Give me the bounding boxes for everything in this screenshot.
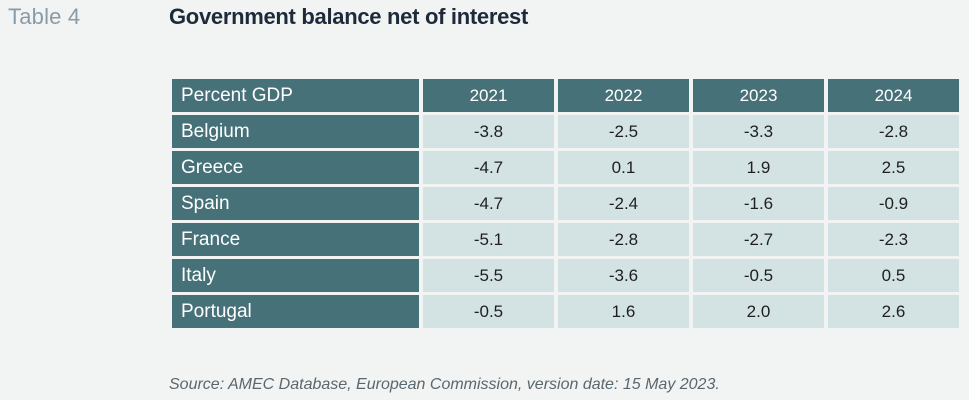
table-cell: -4.7 [423, 151, 554, 184]
table-row: Spain -4.7 -2.4 -1.6 -0.9 [172, 187, 959, 220]
table-cell: 1.9 [693, 151, 824, 184]
table-header-row: Percent GDP 2021 2022 2023 2024 [172, 79, 959, 112]
table-cell: -0.5 [423, 295, 554, 328]
table-row: Greece -4.7 0.1 1.9 2.5 [172, 151, 959, 184]
table-cell: -4.7 [423, 187, 554, 220]
column-header-2024: 2024 [828, 79, 959, 112]
row-header-greece: Greece [172, 151, 419, 184]
table-cell: 0.1 [558, 151, 689, 184]
row-header-italy: Italy [172, 259, 419, 292]
table-cell: -2.4 [558, 187, 689, 220]
table-row: France -5.1 -2.8 -2.7 -2.3 [172, 223, 959, 256]
data-table: Percent GDP 2021 2022 2023 2024 Belgium … [168, 76, 963, 331]
row-header-france: France [172, 223, 419, 256]
column-header-2021: 2021 [423, 79, 554, 112]
table-cell: -1.6 [693, 187, 824, 220]
row-header-spain: Spain [172, 187, 419, 220]
column-header-2023: 2023 [693, 79, 824, 112]
table-cell: 2.5 [828, 151, 959, 184]
table-cell: -5.1 [423, 223, 554, 256]
table-cell: -3.6 [558, 259, 689, 292]
table-cell: -2.7 [693, 223, 824, 256]
source-note: Source: AMEC Database, European Commissi… [169, 376, 720, 393]
row-header-belgium: Belgium [172, 115, 419, 148]
table-cell: 2.6 [828, 295, 959, 328]
table-row: Belgium -3.8 -2.5 -3.3 -2.8 [172, 115, 959, 148]
table-cell: -0.5 [693, 259, 824, 292]
table-row: Italy -5.5 -3.6 -0.5 0.5 [172, 259, 959, 292]
table-cell: -3.8 [423, 115, 554, 148]
table-title: Government balance net of interest [169, 4, 528, 29]
table-cell: -2.3 [828, 223, 959, 256]
row-header-portugal: Portugal [172, 295, 419, 328]
table-cell: -3.3 [693, 115, 824, 148]
table-cell: 1.6 [558, 295, 689, 328]
table-row: Portugal -0.5 1.6 2.0 2.6 [172, 295, 959, 328]
table-cell: -5.5 [423, 259, 554, 292]
table-cell: -2.8 [828, 115, 959, 148]
column-header-2022: 2022 [558, 79, 689, 112]
table-cell: -0.9 [828, 187, 959, 220]
table-cell: -2.8 [558, 223, 689, 256]
table-cell: -2.5 [558, 115, 689, 148]
table-number-label: Table 4 [8, 4, 81, 29]
table-cell: 2.0 [693, 295, 824, 328]
table-cell: 0.5 [828, 259, 959, 292]
corner-header: Percent GDP [172, 79, 419, 112]
